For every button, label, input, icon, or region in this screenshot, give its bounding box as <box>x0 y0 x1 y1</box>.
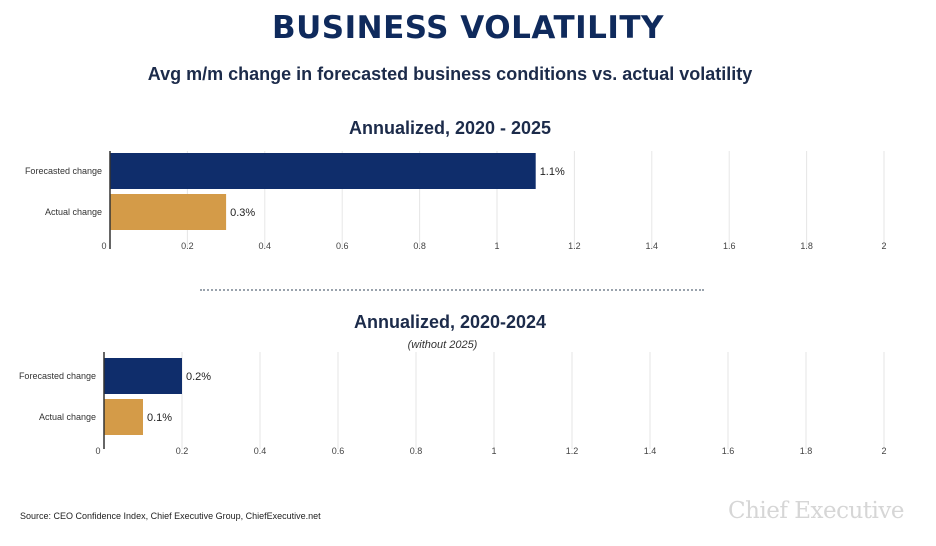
chart-1-annualized-2020-2025: 0 0.2 0.4 0.6 0.8 1 1.2 1.4 1.6 1.8 2 Forecasted ch… <box>25 151 887 251</box>
forecasted-change-bar <box>110 153 536 189</box>
x-tick-label: 1.8 <box>800 446 813 456</box>
actual-change-bar <box>110 194 227 230</box>
category-label: Actual change <box>45 207 102 217</box>
x-tick-label: 0 <box>95 446 100 456</box>
x-tick-label: 0 <box>101 241 106 251</box>
x-tick-label: 0.6 <box>336 241 349 251</box>
x-tick-label: 0.2 <box>181 241 194 251</box>
category-label: Forecasted change <box>25 166 102 176</box>
x-tick-label: 0.4 <box>259 241 272 251</box>
data-label: 0.3% <box>230 207 255 219</box>
x-tick-label: 1 <box>491 446 496 456</box>
x-tick-label: 1.4 <box>644 446 657 456</box>
x-tick-label: 2 <box>881 241 886 251</box>
category-label: Forecasted change <box>19 371 96 381</box>
x-tick-label: 1.6 <box>722 446 735 456</box>
chart-2-title: Annualized, 2020-2024 <box>353 312 547 332</box>
page-title: BUSINESS VOLATILITY <box>271 10 665 46</box>
forecasted-change-bar <box>104 358 182 394</box>
chart-2-note: (without 2025) <box>407 339 478 351</box>
x-tick-label: 1.8 <box>800 241 813 251</box>
x-tick-label: 1.2 <box>566 446 579 456</box>
x-tick-label: 0.6 <box>332 446 345 456</box>
x-tick-label: 1 <box>494 241 499 251</box>
x-tick-label: 0.8 <box>410 446 423 456</box>
category-label: Actual change <box>39 412 96 422</box>
chart-1-title: Annualized, 2020 - 2025 <box>348 118 552 138</box>
chart-2-annualized-2020-2024: 0 0.2 0.4 0.6 0.8 1 1.2 1.4 1.6 1.8 2 Forecasted ch… <box>19 352 887 456</box>
x-tick-label: 1.2 <box>568 241 581 251</box>
source-note: Source: CEO Confidence Index, Chief Exec… <box>20 511 321 521</box>
x-tick-label: 0.2 <box>176 446 189 456</box>
x-tick-label: 1.6 <box>723 241 736 251</box>
x-tick-label: 1.4 <box>646 241 659 251</box>
data-label: 0.1% <box>147 412 172 424</box>
data-label: 1.1% <box>540 166 565 178</box>
actual-change-bar <box>104 399 143 435</box>
x-tick-label: 0.4 <box>254 446 267 456</box>
page-subtitle: Avg m/m change in forecasted business co… <box>147 64 753 84</box>
data-label: 0.2% <box>186 371 211 383</box>
x-tick-label: 2 <box>881 446 886 456</box>
x-tick-label: 0.8 <box>413 241 426 251</box>
section-divider <box>200 289 704 291</box>
brand-logo: Chief Executive <box>728 498 904 524</box>
